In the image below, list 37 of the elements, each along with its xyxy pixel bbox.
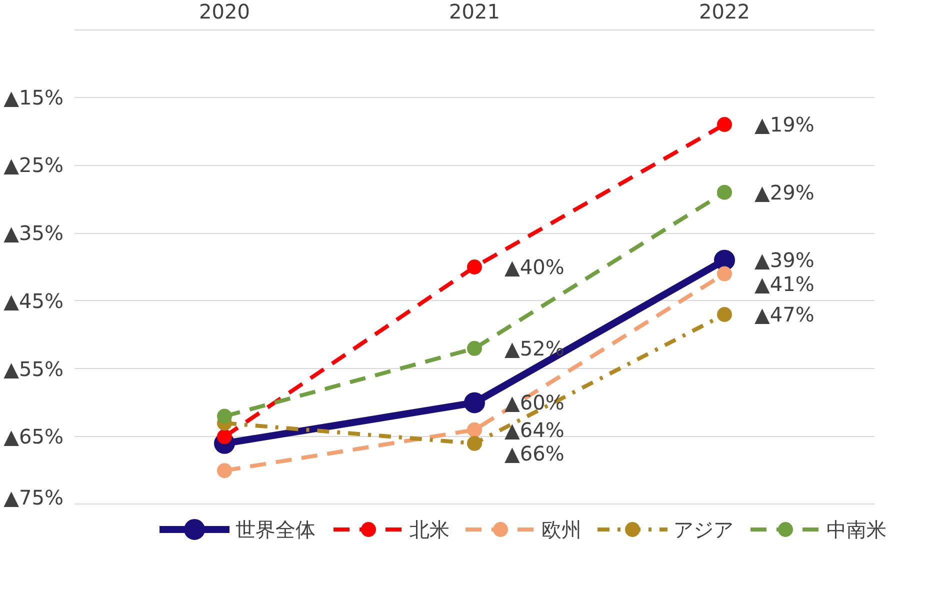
data-label: ▲40% bbox=[504, 255, 564, 279]
x-tick-label: 2021 bbox=[449, 0, 500, 24]
data-label: ▲47% bbox=[754, 302, 814, 326]
legend-label: 中南米 bbox=[826, 518, 886, 542]
point bbox=[217, 429, 232, 444]
x-tick-label: 2020 bbox=[199, 0, 250, 24]
y-tick-label: ▲35% bbox=[4, 221, 64, 246]
data-label: ▲52% bbox=[504, 336, 564, 360]
y-tick-label: ▲75% bbox=[4, 486, 64, 510]
data-label: ▲29% bbox=[754, 180, 814, 204]
data-label: ▲19% bbox=[754, 112, 814, 136]
x-tick-label: 2022 bbox=[699, 0, 750, 24]
point bbox=[217, 408, 232, 424]
data-label: ▲66% bbox=[504, 442, 564, 466]
point bbox=[717, 266, 732, 282]
legend-label: アジア bbox=[674, 518, 734, 542]
point bbox=[467, 340, 482, 356]
legend-label: 欧州 bbox=[542, 518, 582, 542]
y-tick-label: ▲55% bbox=[4, 356, 64, 381]
legend-label: 世界全体 bbox=[236, 518, 316, 542]
y-tick-label: ▲65% bbox=[4, 424, 64, 449]
point bbox=[467, 436, 482, 451]
y-tick-label: ▲45% bbox=[4, 288, 64, 313]
point bbox=[717, 184, 732, 200]
point bbox=[467, 260, 482, 274]
point bbox=[464, 392, 485, 414]
point bbox=[217, 463, 232, 478]
point bbox=[714, 250, 735, 271]
y-tick-label: ▲15% bbox=[4, 85, 64, 110]
data-label: ▲41% bbox=[754, 272, 814, 296]
point bbox=[467, 422, 482, 438]
point bbox=[717, 307, 732, 322]
legend-label: 北米 bbox=[410, 518, 450, 542]
data-label: ▲64% bbox=[504, 418, 564, 442]
y-tick-label: ▲25% bbox=[4, 153, 64, 178]
point bbox=[717, 117, 732, 132]
data-label: ▲39% bbox=[754, 248, 814, 272]
